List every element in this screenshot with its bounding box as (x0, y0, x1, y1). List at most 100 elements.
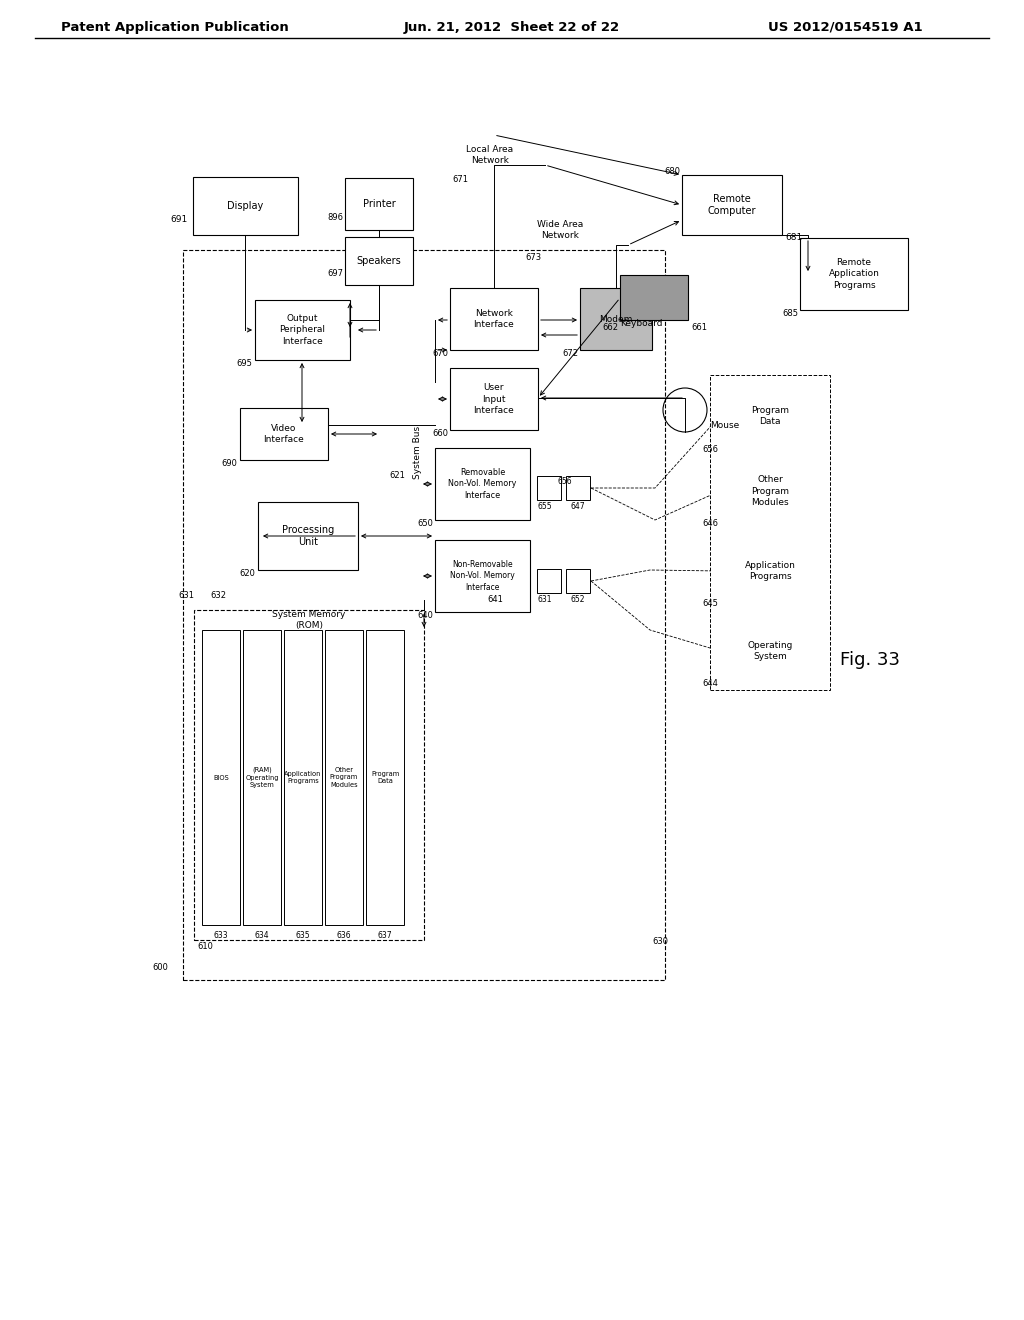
FancyBboxPatch shape (366, 630, 404, 925)
Text: 641: 641 (487, 595, 503, 605)
FancyBboxPatch shape (243, 630, 281, 925)
FancyBboxPatch shape (202, 630, 240, 925)
Text: 637: 637 (378, 931, 392, 940)
Text: Application
Programs: Application Programs (285, 771, 322, 784)
FancyBboxPatch shape (435, 447, 530, 520)
FancyBboxPatch shape (800, 238, 908, 310)
FancyBboxPatch shape (566, 477, 590, 500)
Text: 681: 681 (785, 232, 802, 242)
FancyBboxPatch shape (580, 288, 652, 350)
Text: (RAM)
Operating
System: (RAM) Operating System (246, 767, 279, 788)
Text: 647: 647 (570, 502, 586, 511)
FancyBboxPatch shape (720, 543, 820, 601)
Text: 645: 645 (702, 599, 718, 609)
Text: Processing
Unit: Processing Unit (282, 525, 334, 548)
Text: 644: 644 (702, 680, 718, 689)
Text: 620: 620 (240, 569, 255, 578)
Text: Remote
Computer: Remote Computer (708, 194, 757, 216)
FancyBboxPatch shape (284, 630, 322, 925)
Text: 652: 652 (570, 595, 586, 605)
FancyBboxPatch shape (194, 610, 424, 940)
Text: 670: 670 (432, 350, 449, 359)
Text: Operating
System: Operating System (748, 642, 793, 661)
Text: 630: 630 (652, 937, 668, 946)
FancyBboxPatch shape (325, 630, 362, 925)
Text: 896: 896 (327, 213, 343, 222)
Text: US 2012/0154519 A1: US 2012/0154519 A1 (768, 21, 923, 33)
Text: Wide Area
Network: Wide Area Network (537, 220, 583, 240)
Text: 671: 671 (452, 176, 468, 185)
Text: System Bus: System Bus (414, 425, 423, 479)
Text: 632: 632 (210, 590, 226, 599)
FancyBboxPatch shape (620, 275, 688, 319)
Text: Patent Application Publication: Patent Application Publication (61, 21, 289, 33)
Text: Remote
Application
Programs: Remote Application Programs (828, 259, 880, 289)
FancyBboxPatch shape (682, 176, 782, 235)
FancyBboxPatch shape (345, 238, 413, 285)
Text: 650: 650 (417, 520, 433, 528)
Text: 680: 680 (664, 168, 680, 177)
Text: 634: 634 (255, 931, 269, 940)
Text: Other
Program
Modules: Other Program Modules (330, 767, 358, 788)
Text: 633: 633 (214, 931, 228, 940)
FancyBboxPatch shape (720, 387, 820, 445)
Text: 697: 697 (327, 268, 343, 277)
FancyBboxPatch shape (450, 288, 538, 350)
FancyBboxPatch shape (720, 622, 820, 680)
FancyBboxPatch shape (193, 177, 298, 235)
Text: 672: 672 (562, 350, 578, 359)
Text: Modem: Modem (599, 314, 633, 323)
Text: Other
Program
Modules: Other Program Modules (751, 475, 790, 507)
Text: 695: 695 (237, 359, 252, 368)
Text: 662: 662 (602, 323, 618, 333)
Text: 673: 673 (526, 252, 542, 261)
Text: Application
Programs: Application Programs (744, 561, 796, 581)
Text: System Memory
(ROM): System Memory (ROM) (272, 610, 346, 630)
Text: 600: 600 (153, 964, 168, 973)
Text: 621: 621 (389, 470, 406, 479)
Text: Non-Removable
Non-Vol. Memory
Interface: Non-Removable Non-Vol. Memory Interface (451, 561, 515, 591)
Text: 646: 646 (702, 520, 718, 528)
Text: Output
Peripheral
Interface: Output Peripheral Interface (280, 314, 326, 346)
Text: Speakers: Speakers (356, 256, 401, 267)
Text: Jun. 21, 2012  Sheet 22 of 22: Jun. 21, 2012 Sheet 22 of 22 (403, 21, 621, 33)
FancyBboxPatch shape (720, 462, 820, 520)
Text: Keyboard: Keyboard (620, 319, 663, 329)
FancyBboxPatch shape (240, 408, 328, 459)
FancyBboxPatch shape (710, 375, 830, 690)
FancyBboxPatch shape (435, 540, 530, 612)
FancyBboxPatch shape (450, 368, 538, 430)
FancyBboxPatch shape (566, 569, 590, 593)
Text: Network
Interface: Network Interface (474, 309, 514, 329)
FancyBboxPatch shape (537, 569, 561, 593)
Text: 631: 631 (537, 595, 552, 605)
FancyBboxPatch shape (345, 178, 413, 230)
Text: 635: 635 (296, 931, 310, 940)
Text: 610: 610 (197, 942, 213, 950)
Text: Local Area
Network: Local Area Network (467, 145, 514, 165)
Text: Program
Data: Program Data (371, 771, 399, 784)
Text: 690: 690 (221, 459, 237, 469)
Text: Video
Interface: Video Interface (263, 424, 304, 444)
Text: 656: 656 (558, 478, 572, 487)
FancyBboxPatch shape (183, 249, 665, 979)
Text: User
Input
Interface: User Input Interface (474, 383, 514, 414)
FancyBboxPatch shape (255, 300, 350, 360)
Text: 640: 640 (417, 611, 433, 620)
Text: Fig. 33: Fig. 33 (840, 651, 900, 669)
Text: 660: 660 (432, 429, 449, 438)
Text: 631: 631 (178, 590, 194, 599)
Text: 636: 636 (337, 931, 351, 940)
Text: 655: 655 (537, 502, 552, 511)
Text: 691: 691 (171, 215, 188, 224)
Text: Printer: Printer (362, 199, 395, 209)
Text: Program
Data: Program Data (751, 407, 790, 426)
Text: 661: 661 (691, 322, 707, 331)
Text: Display: Display (227, 201, 263, 211)
Text: BIOS: BIOS (213, 775, 229, 780)
Text: 685: 685 (782, 309, 798, 318)
Text: 656: 656 (702, 445, 718, 454)
Text: Mouse: Mouse (710, 421, 739, 429)
Text: Removable
Non-Vol. Memory
Interface: Removable Non-Vol. Memory Interface (449, 469, 517, 499)
FancyBboxPatch shape (537, 477, 561, 500)
